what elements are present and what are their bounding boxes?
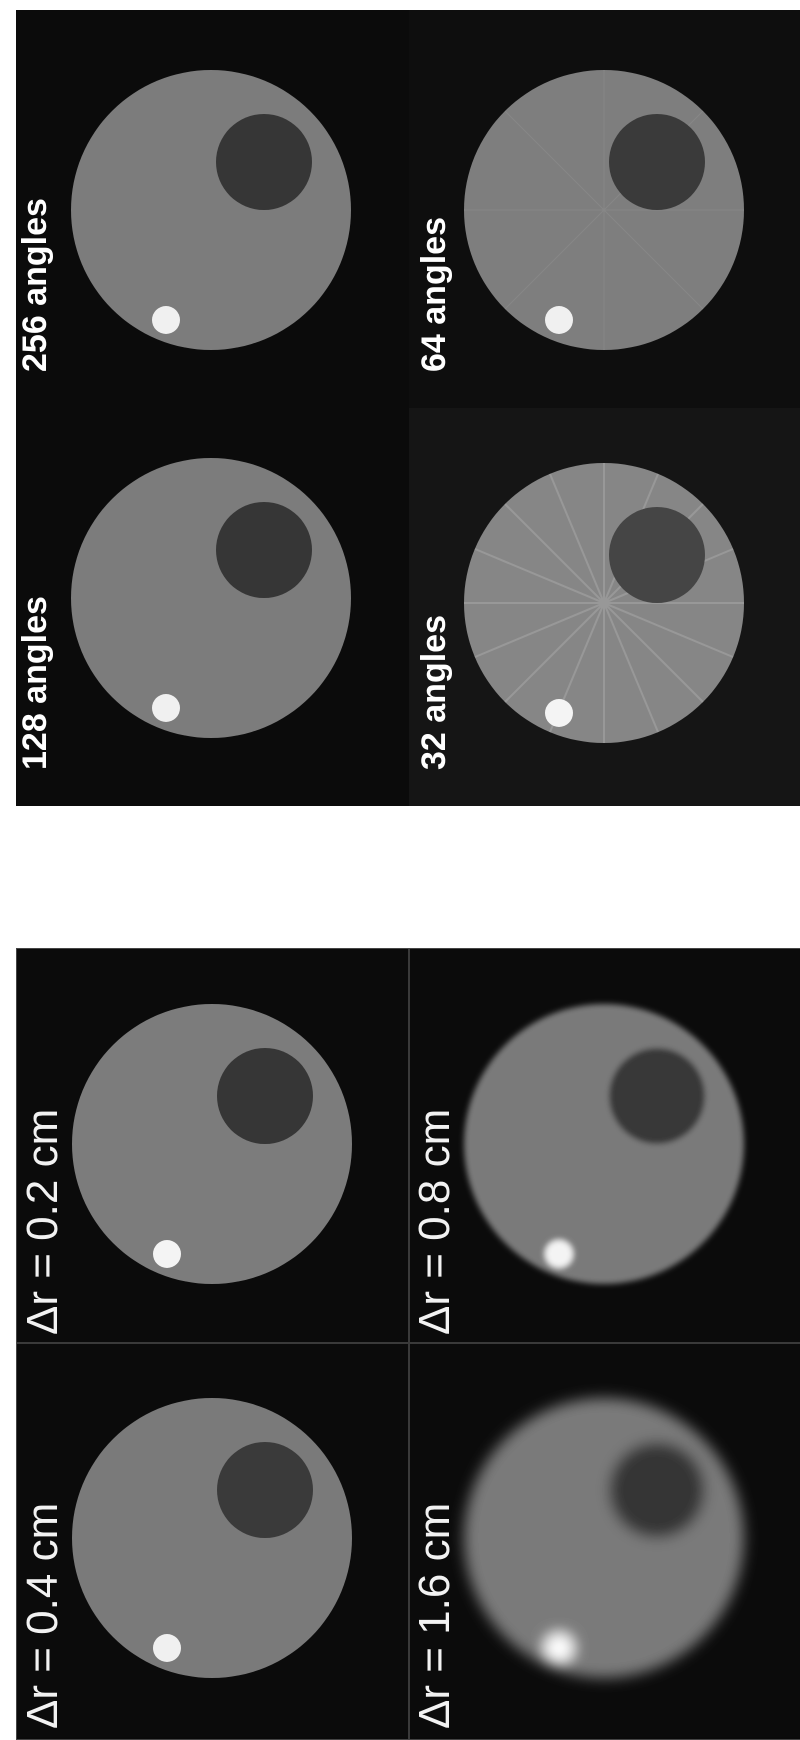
panel-256-angles: 256 angles — [16, 10, 409, 408]
phantom-dr-0-8: Δr = 0.8 cm — [409, 949, 800, 1343]
panel-dr-0-2: Δr = 0.2 cm — [17, 949, 409, 1343]
panel-label: 32 angles — [415, 615, 453, 770]
phantom-dr-0-4: Δr = 0.4 cm — [17, 1343, 409, 1737]
phantom-32-angles: 32 angles — [409, 408, 800, 806]
panel-label: Δr = 1.6 cm — [410, 1503, 459, 1729]
panel-dr-0-4: Δr = 0.4 cm — [17, 1343, 409, 1737]
panel-label: 128 angles — [16, 596, 54, 770]
panel-128-angles: 128 angles — [16, 408, 409, 806]
panel-label: Δr = 0.4 cm — [18, 1503, 67, 1729]
phantom-128-angles: 128 angles — [16, 408, 409, 806]
panel-32-angles: 32 angles — [409, 408, 800, 806]
phantom-dr-0-2: Δr = 0.2 cm — [17, 949, 409, 1343]
panel-64-angles: 64 angles — [409, 10, 800, 408]
panel-dr-1-6: Δr = 1.6 cm — [409, 1343, 800, 1737]
panel-label: Δr = 0.2 cm — [18, 1109, 67, 1335]
panel-dr-0-8: Δr = 0.8 cm — [409, 949, 800, 1343]
angular-sampling-figure: 256 angles 128 angles 64 angles — [16, 10, 800, 806]
panel-label: 64 angles — [415, 217, 453, 372]
panel-label: Δr = 0.8 cm — [410, 1109, 459, 1335]
panel-divider-horizontal — [17, 1342, 800, 1344]
phantom-256-angles: 256 angles — [16, 10, 409, 408]
phantom-dr-1-6: Δr = 1.6 cm — [409, 1343, 800, 1737]
panel-label: 256 angles — [16, 198, 54, 372]
panel-divider-vertical — [408, 949, 410, 1739]
radial-sampling-figure: Δr = 0.2 cm Δr = 0.4 cm Δr = 0.8 cm — [16, 948, 800, 1740]
phantom-64-angles: 64 angles — [409, 10, 800, 408]
